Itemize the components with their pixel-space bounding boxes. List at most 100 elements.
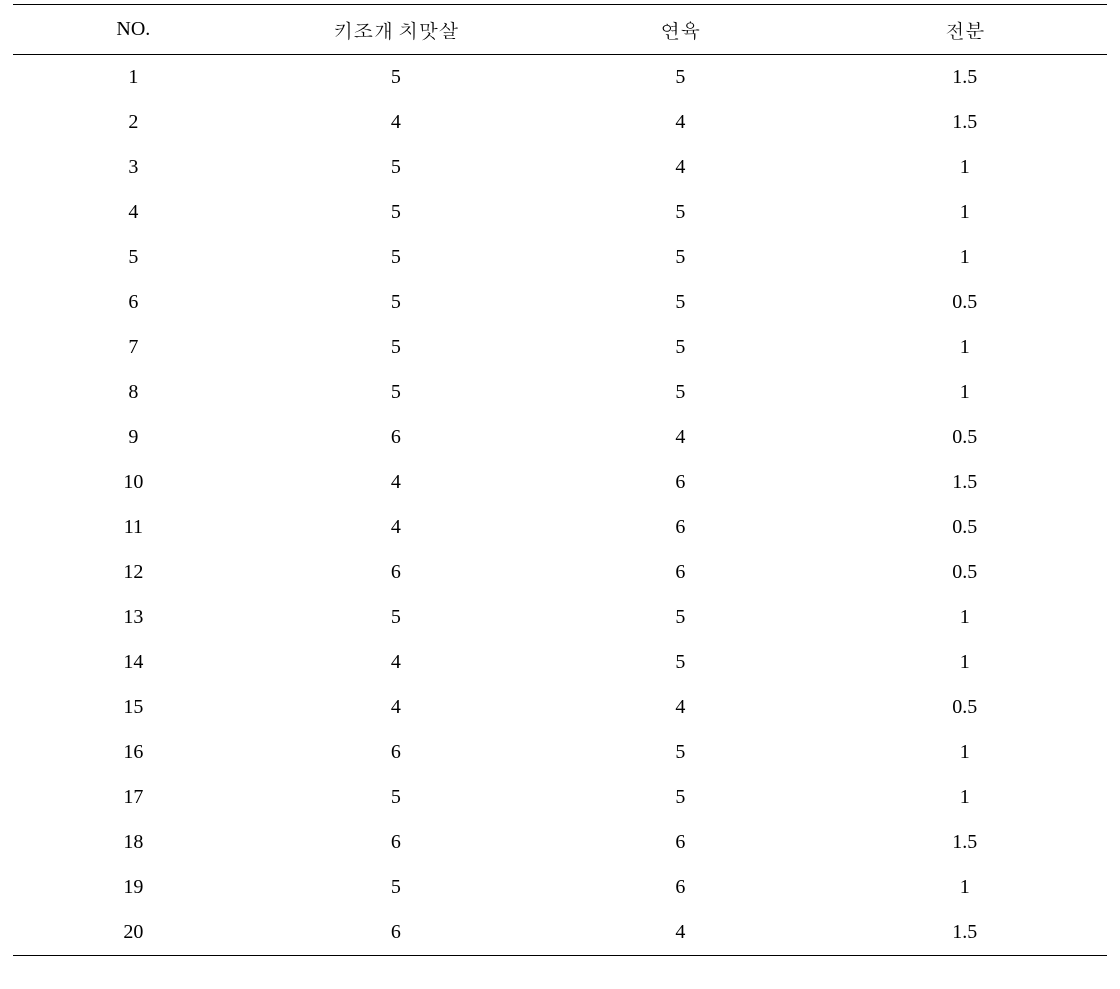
table-cell: 5 bbox=[538, 595, 822, 640]
table-cell: 4 bbox=[538, 100, 822, 145]
table-cell: 6 bbox=[254, 415, 538, 460]
table-cell: 10 bbox=[13, 460, 254, 505]
table-cell: 4 bbox=[538, 145, 822, 190]
table-cell: 5 bbox=[538, 280, 822, 325]
table-cell: 4 bbox=[538, 415, 822, 460]
table-cell: 5 bbox=[254, 775, 538, 820]
table-row: 18661.5 bbox=[13, 820, 1107, 865]
table-row: 5551 bbox=[13, 235, 1107, 280]
table-cell: 5 bbox=[254, 235, 538, 280]
table-cell: 6 bbox=[538, 820, 822, 865]
table-cell: 5 bbox=[538, 775, 822, 820]
table-row: 7551 bbox=[13, 325, 1107, 370]
table-cell: 0.5 bbox=[823, 550, 1107, 595]
column-header-ingredient-a: 키조개 치맛살 bbox=[254, 5, 538, 55]
table-cell: 0.5 bbox=[823, 505, 1107, 550]
table-cell: 17 bbox=[13, 775, 254, 820]
table-cell: 12 bbox=[13, 550, 254, 595]
table-row: 20641.5 bbox=[13, 910, 1107, 956]
column-header-no: NO. bbox=[13, 5, 254, 55]
table-cell: 4 bbox=[254, 505, 538, 550]
table-cell: 1.5 bbox=[823, 460, 1107, 505]
table-cell: 1 bbox=[823, 190, 1107, 235]
table-cell: 0.5 bbox=[823, 415, 1107, 460]
table-cell: 5 bbox=[254, 370, 538, 415]
table-cell: 5 bbox=[254, 325, 538, 370]
table-cell: 1 bbox=[823, 370, 1107, 415]
table-cell: 8 bbox=[13, 370, 254, 415]
table-cell: 4 bbox=[254, 460, 538, 505]
table-cell: 4 bbox=[254, 640, 538, 685]
table-header: NO. 키조개 치맛살 연육 전분 bbox=[13, 5, 1107, 55]
table-cell: 1.5 bbox=[823, 820, 1107, 865]
table-cell: 6 bbox=[538, 550, 822, 595]
table-cell: 3 bbox=[13, 145, 254, 190]
table-cell: 6 bbox=[538, 505, 822, 550]
table-cell: 1 bbox=[823, 595, 1107, 640]
table-cell: 2 bbox=[13, 100, 254, 145]
table-row: 8551 bbox=[13, 370, 1107, 415]
table-cell: 0.5 bbox=[823, 685, 1107, 730]
table-cell: 6 bbox=[254, 730, 538, 775]
table-body: 1551.52441.53541455155516550.57551855196… bbox=[13, 55, 1107, 956]
table-row: 16651 bbox=[13, 730, 1107, 775]
table-row: 2441.5 bbox=[13, 100, 1107, 145]
table-cell: 6 bbox=[254, 820, 538, 865]
column-header-ingredient-b: 연육 bbox=[538, 5, 822, 55]
table-cell: 1.5 bbox=[823, 910, 1107, 956]
table-cell: 6 bbox=[254, 910, 538, 956]
table-cell: 5 bbox=[538, 730, 822, 775]
table-cell: 20 bbox=[13, 910, 254, 956]
table-cell: 0.5 bbox=[823, 280, 1107, 325]
table-cell: 5 bbox=[254, 280, 538, 325]
table-cell: 1 bbox=[823, 325, 1107, 370]
table-cell: 5 bbox=[538, 190, 822, 235]
table-cell: 5 bbox=[13, 235, 254, 280]
table-row: 4551 bbox=[13, 190, 1107, 235]
table-cell: 11 bbox=[13, 505, 254, 550]
table-header-row: NO. 키조개 치맛살 연육 전분 bbox=[13, 5, 1107, 55]
table-row: 14451 bbox=[13, 640, 1107, 685]
table-cell: 6 bbox=[13, 280, 254, 325]
table-cell: 7 bbox=[13, 325, 254, 370]
table-row: 9640.5 bbox=[13, 415, 1107, 460]
table-cell: 15 bbox=[13, 685, 254, 730]
table-cell: 9 bbox=[13, 415, 254, 460]
table-cell: 1.5 bbox=[823, 100, 1107, 145]
table-row: 6550.5 bbox=[13, 280, 1107, 325]
table-cell: 5 bbox=[254, 190, 538, 235]
table-cell: 1 bbox=[823, 865, 1107, 910]
column-header-ingredient-c: 전분 bbox=[823, 5, 1107, 55]
table-cell: 5 bbox=[254, 865, 538, 910]
table-cell: 1 bbox=[823, 235, 1107, 280]
table-cell: 5 bbox=[254, 55, 538, 101]
table-cell: 6 bbox=[538, 865, 822, 910]
table-cell: 6 bbox=[254, 550, 538, 595]
table-cell: 5 bbox=[254, 145, 538, 190]
table-cell: 5 bbox=[538, 640, 822, 685]
table-row: 13551 bbox=[13, 595, 1107, 640]
table-cell: 4 bbox=[13, 190, 254, 235]
table-cell: 14 bbox=[13, 640, 254, 685]
table-cell: 19 bbox=[13, 865, 254, 910]
table-cell: 4 bbox=[254, 100, 538, 145]
table-cell: 5 bbox=[538, 325, 822, 370]
table-row: 15440.5 bbox=[13, 685, 1107, 730]
table-cell: 5 bbox=[538, 55, 822, 101]
table-row: 11460.5 bbox=[13, 505, 1107, 550]
table-cell: 5 bbox=[538, 370, 822, 415]
table-cell: 1 bbox=[823, 145, 1107, 190]
table-cell: 1 bbox=[823, 775, 1107, 820]
table-row: 10461.5 bbox=[13, 460, 1107, 505]
table-cell: 4 bbox=[254, 685, 538, 730]
table-cell: 13 bbox=[13, 595, 254, 640]
table-row: 17551 bbox=[13, 775, 1107, 820]
table-row: 3541 bbox=[13, 145, 1107, 190]
table-cell: 5 bbox=[254, 595, 538, 640]
table-cell: 1.5 bbox=[823, 55, 1107, 101]
table-cell: 1 bbox=[823, 640, 1107, 685]
table-row: 19561 bbox=[13, 865, 1107, 910]
table-cell: 4 bbox=[538, 910, 822, 956]
table-cell: 18 bbox=[13, 820, 254, 865]
table-row: 12660.5 bbox=[13, 550, 1107, 595]
